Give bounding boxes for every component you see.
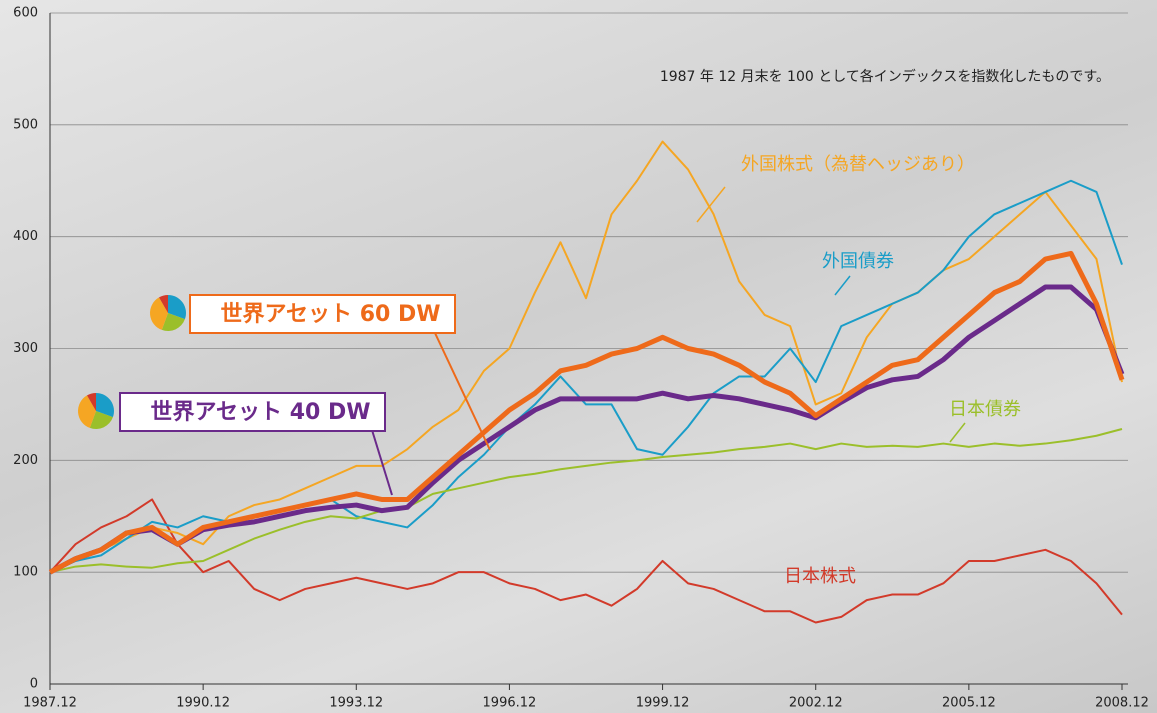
y-tick-label: 600 (13, 6, 38, 21)
leader-line (950, 423, 965, 442)
x-tick-label: 1987.12 (23, 696, 77, 711)
x-tick-label: 2005.12 (942, 696, 996, 711)
annotation: 1987 年 12 月末を 100 として各インデックスを指数化したものです。 (660, 68, 1110, 85)
chart: 1987 年 12 月末を 100 として各インデックスを指数化したものです。 … (0, 0, 1157, 713)
y-tick-label: 100 (13, 565, 38, 580)
x-tick-label: 2008.12 (1095, 696, 1149, 711)
leader-line (435, 333, 490, 450)
x-tick-label: 1999.12 (636, 696, 690, 711)
series-label: 外国債券 (822, 251, 894, 272)
y-tick-label: 0 (30, 677, 38, 692)
series-label: 外国株式（為替ヘッジあり） (741, 154, 975, 175)
series-line (50, 429, 1122, 572)
x-tick-label: 1996.12 (483, 696, 537, 711)
leader-line (835, 276, 850, 295)
x-tick-label: 1993.12 (329, 696, 383, 711)
y-tick-label: 400 (13, 229, 38, 244)
x-tick-label: 2002.12 (789, 696, 843, 711)
legend-label: 世界アセット 60 DW (220, 302, 440, 327)
y-tick-label: 300 (13, 341, 38, 356)
y-tick-label: 500 (13, 117, 38, 132)
x-tick-label: 1990.12 (176, 696, 230, 711)
legend-label: 世界アセット 40 DW (150, 400, 370, 425)
series-label: 日本株式 (784, 566, 856, 587)
leader-line (372, 430, 392, 495)
y-tick-label: 200 (13, 453, 38, 468)
series-line (50, 181, 1122, 572)
series-line (50, 142, 1122, 573)
series-label: 日本債券 (949, 399, 1021, 420)
